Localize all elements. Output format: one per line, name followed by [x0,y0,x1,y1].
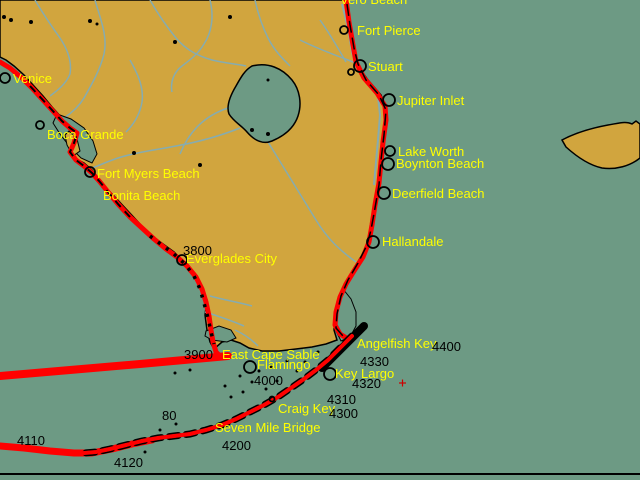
chart-number-4320: 4320 [352,376,381,391]
place-label-east-cape-sable: East Cape Sable [222,347,320,362]
marker-flamingo [243,360,257,374]
place-label-craig-key: Craig Key [278,401,336,416]
latitude-line [0,473,640,475]
chart-number-4400: 4400 [432,339,461,354]
marker-everglades-city [176,254,188,266]
marker-boynton-beach [381,157,395,171]
marker-craig-key [268,395,276,403]
island-specks [2,15,320,454]
marker-boca-grande [35,120,45,130]
place-label-deerfield-beach: Deerfield Beach [392,186,485,201]
place-label-flamingo: Flamingo [257,357,311,372]
chart-number-4000: 4000 [254,373,283,388]
place-label-everglades-city: Everglades City [186,251,278,266]
keys-route [82,334,354,455]
marker-lake-worth [384,145,396,157]
coastline-detail [29,3,387,345]
marker-fort-pierce [339,25,349,35]
marker-jupiter-inlet [382,93,396,107]
place-label-lake-worth: Lake Worth [398,144,465,159]
marker-key-largo [323,367,337,381]
lake-okeechobee [227,64,301,144]
place-label-angelfish-key: Angelfish Key [357,336,437,351]
chart-number-fragment-80: 80 [162,408,177,423]
marker-deerfield-beach [377,186,391,200]
chart-number-4330: 4330 [360,354,389,369]
place-label-hallandale: Hallandale [382,234,444,249]
chart-number-3800: 3800 [183,243,212,258]
place-label-stuart: Stuart [368,59,403,74]
florida-keys-chain [80,322,368,457]
chart-number-4120: 4120 [114,455,143,470]
place-label-fort-myers-beach: Fort Myers Beach [97,166,200,181]
place-label-vero-beach: Vero Beach [340,0,407,6]
place-label-venice: Venice [13,71,53,86]
city-waypoint-markers[interactable] [0,25,396,403]
place-label-bonita-beach: Bonita Beach [103,188,181,203]
offshore-route-thick [0,352,232,380]
marker-hallandale [366,235,380,249]
marker-venice [0,72,11,84]
lake-islets [250,78,270,136]
marker-stuart-small [347,68,355,76]
place-label-jupiter-inlet: Jupiter Inlet [397,93,465,108]
marker-stuart [353,59,367,73]
place-label-seven-mile-bridge: Seven Mile Bridge [215,420,321,435]
place-label-boynton-beach: Boynton Beach [396,156,485,171]
place-label-key-largo: Key Largo [335,366,395,381]
chart-number-4300: 4300 [329,406,358,421]
east-coast-route [332,0,389,342]
marker-fort-myers-beach [84,166,96,178]
grand-bahama-island [560,120,640,170]
red-cross-marker [399,379,406,387]
chart-number-4310: 4310 [327,392,356,407]
chart-number-4200: 4200 [222,438,251,453]
chart-number-3900: 3900 [184,347,213,362]
chart-number-4110: 4110 [17,433,45,448]
place-label-fort-pierce: Fort Pierce [357,23,421,38]
place-label-boca-grande: Boca Grande [47,127,124,142]
